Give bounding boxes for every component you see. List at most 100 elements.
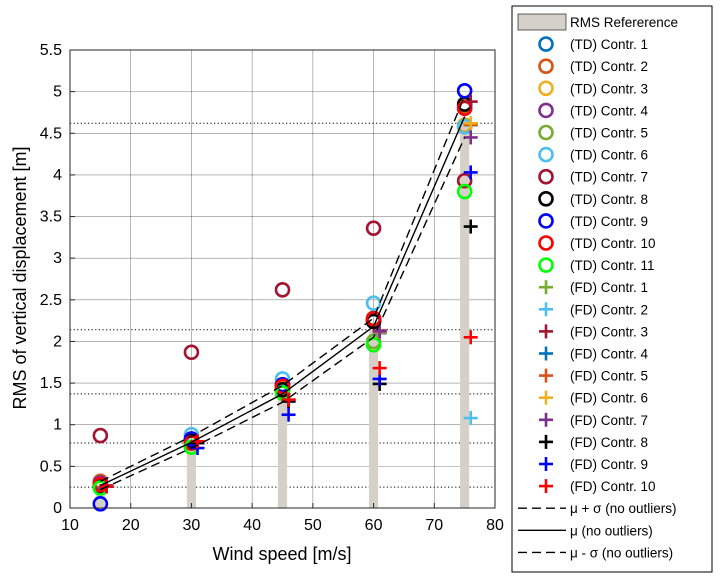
legend-marker — [539, 368, 553, 383]
legend-label: μ (no outliers) — [570, 523, 653, 538]
x-tick-label: 10 — [61, 517, 79, 534]
data-point — [92, 427, 109, 444]
data-point — [463, 116, 478, 131]
legend-item — [539, 434, 553, 449]
data-point — [456, 183, 473, 200]
legend-marker — [538, 168, 554, 185]
legend-marker — [539, 434, 553, 449]
legend-label: RMS Refererence — [570, 15, 678, 30]
legend-marker — [539, 390, 553, 405]
legend-label: (FD) Contr. 3 — [570, 324, 648, 339]
x-tick-label: 30 — [183, 517, 201, 534]
x-tick-label: 20 — [122, 517, 140, 534]
legend-item — [538, 235, 554, 251]
legend-label: (TD) Contr. 9 — [570, 214, 648, 229]
legend-label: (TD) Contr. 3 — [570, 81, 648, 96]
y-tick-label: 4.5 — [40, 125, 62, 142]
reference-bar — [277, 393, 288, 508]
legend-item — [538, 257, 554, 273]
y-tick-label: 0.5 — [40, 458, 62, 475]
legend-label: μ + σ (no outliers) — [570, 501, 677, 516]
legend-item — [538, 36, 554, 52]
x-tick-label: 40 — [243, 517, 261, 534]
legend-marker — [538, 257, 554, 273]
legend-item — [538, 80, 554, 97]
plot-area: 10 20 30 40 50 60 70 80 0 0.5 1 1.5 2 2.5 3 3.5 4 4.5 5 5.5 — [40, 42, 504, 534]
legend: RMS Refererence (TD) Contr. 1 (TD) Contr. … — [511, 5, 713, 573]
data-point — [281, 392, 296, 407]
legend-marker — [538, 235, 554, 251]
legend-swatch-reference — [517, 13, 567, 31]
legend-marker — [538, 146, 554, 163]
data-point — [274, 282, 291, 298]
stat-line-2 — [100, 137, 466, 491]
data-point — [463, 330, 478, 345]
legend-marker — [539, 324, 553, 339]
legend-label: (TD) Contr. 1 — [570, 37, 648, 52]
legend-label: (FD) Contr. 6 — [570, 391, 648, 406]
y-tick-label: 0 — [53, 500, 62, 517]
data-point — [372, 361, 387, 376]
data-point — [365, 295, 382, 311]
legend-item — [539, 390, 553, 405]
stat-line-0 — [100, 95, 466, 482]
x-tick-label: 50 — [304, 517, 322, 534]
legend-label: (TD) Contr. 2 — [570, 59, 648, 74]
y-tick-label: 2.5 — [40, 292, 62, 309]
legend-label: (TD) Contr. 8 — [570, 192, 648, 207]
x-tick-label: 70 — [425, 517, 443, 534]
legend-marker — [539, 280, 553, 295]
legend-label: (TD) Contr. 7 — [570, 170, 648, 185]
legend-marker — [538, 58, 554, 74]
legend-item — [539, 412, 553, 427]
y-tick-label: 1 — [53, 417, 62, 434]
legend-label: (FD) Contr. 4 — [570, 347, 649, 362]
legend-marker — [538, 80, 554, 97]
reference-bar — [460, 123, 470, 508]
legend-item — [539, 280, 553, 295]
data-point — [463, 219, 478, 234]
x-tick-label: 80 — [486, 517, 504, 534]
legend-item — [538, 213, 554, 229]
legend-marker — [538, 191, 554, 207]
legend-marker — [538, 124, 554, 141]
stat-line-1 — [100, 116, 466, 487]
legend-label: (FD) Contr. 2 — [570, 302, 648, 317]
legend-marker — [538, 102, 554, 119]
y-tick-label: 3.5 — [40, 209, 62, 226]
series-td-contr-11 — [92, 183, 473, 496]
data-point — [456, 83, 473, 99]
legend-marker — [539, 457, 553, 471]
legend-item — [539, 368, 553, 383]
y-tick-label: 3 — [53, 250, 62, 267]
data-point — [274, 378, 291, 395]
legend-item — [538, 146, 554, 163]
legend-item — [538, 191, 554, 207]
data-point — [92, 496, 109, 512]
legend-label: (TD) Contr. 11 — [570, 258, 655, 273]
data-point — [183, 344, 200, 361]
legend-item — [539, 324, 553, 339]
legend-label: (TD) Contr. 5 — [570, 126, 648, 141]
legend-label: (FD) Contr. 8 — [570, 435, 648, 450]
legend-marker — [538, 36, 554, 52]
axes-box — [69, 49, 496, 509]
legend-item — [538, 58, 554, 74]
reference-bar — [186, 443, 196, 508]
legend-label: (FD) Contr. 1 — [570, 280, 648, 295]
y-tick-label: 2 — [53, 333, 62, 350]
legend-marker — [539, 412, 553, 427]
legend-marker — [538, 213, 554, 229]
legend-item — [539, 457, 553, 471]
legend-label: (FD) Contr. 10 — [570, 479, 656, 494]
legend-item — [539, 346, 553, 361]
x-axis-label: Wind speed [m/s] — [212, 544, 351, 564]
data-point — [463, 411, 478, 426]
data-point — [365, 220, 382, 237]
legend-label: μ - σ (no outliers) — [570, 545, 673, 560]
y-tick-label: 1.5 — [40, 375, 62, 392]
data-point — [365, 336, 382, 353]
legend-item — [538, 102, 554, 119]
x-tick-label: 60 — [365, 517, 383, 534]
